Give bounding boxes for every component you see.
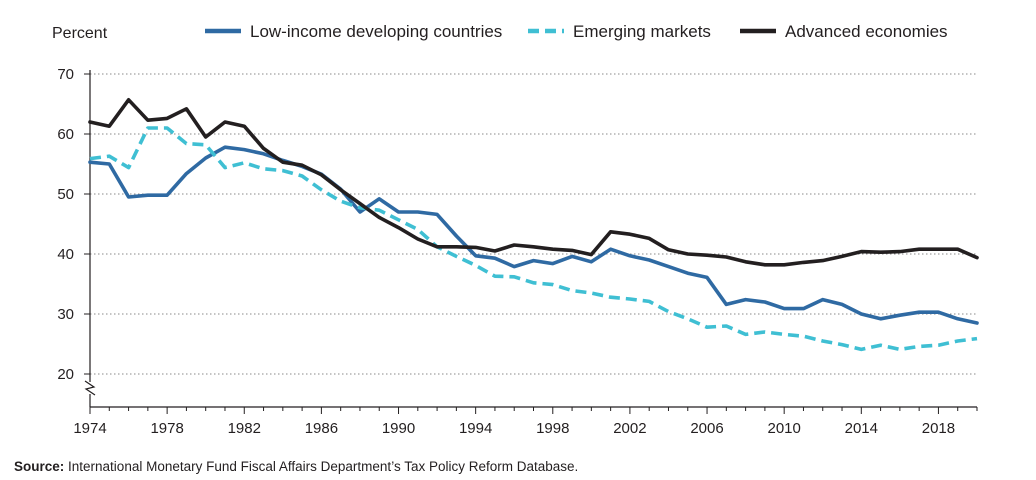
gridlines (90, 73, 977, 375)
y-tick-label-40: 40 (57, 246, 74, 263)
x-tick-label-1982: 1982 (228, 420, 261, 437)
x-tick-label-2018: 2018 (922, 420, 955, 437)
x-tick-label-1986: 1986 (305, 420, 338, 437)
legend-label-0: Low-income developing countries (250, 22, 502, 41)
x-tick-label-1990: 1990 (382, 420, 415, 437)
axes (84, 70, 977, 408)
legend-label-2: Advanced economies (785, 22, 948, 41)
x-tick-label-2002: 2002 (613, 420, 646, 437)
x-tick-label-1998: 1998 (536, 420, 569, 437)
x-tick-label-2006: 2006 (690, 420, 723, 437)
x-tick-label-2010: 2010 (767, 420, 800, 437)
series-line-0 (88, 145, 979, 325)
line-chart: 20 30 40 50 60 70 1974 1978 1982 1986 1990 1994 199… (52, 22, 979, 437)
x-tick-label-1974: 1974 (73, 420, 106, 437)
x-tick-label-1978: 1978 (150, 420, 183, 437)
x-tick-label-2014: 2014 (845, 420, 878, 437)
legend: Low-income developing countries Emerging … (205, 22, 948, 41)
legend-label-1: Emerging markets (573, 22, 711, 41)
y-tick-label-70: 70 (57, 66, 74, 83)
source-text: International Monetary Fund Fiscal Affai… (68, 459, 579, 474)
y-axis-ticks: 20 30 40 50 60 70 (57, 66, 90, 383)
y-axis-label: Percent (52, 25, 108, 42)
source-note: Source: International Monetary Fund Fisc… (14, 459, 578, 474)
series-line-2 (88, 98, 979, 267)
source-label: Source: (14, 459, 65, 474)
series-lines (88, 98, 979, 352)
y-tick-label-60: 60 (57, 126, 74, 143)
y-tick-label-30: 30 (57, 306, 74, 323)
axis-break-mark (84, 380, 96, 396)
x-tick-label-1994: 1994 (459, 420, 492, 437)
x-axis-ticks: 1974 1978 1982 1986 1990 1994 1998 2002 2006 2010… (73, 407, 978, 437)
y-tick-label-50: 50 (57, 186, 74, 203)
y-tick-label-20: 20 (57, 366, 74, 383)
series-line-1 (89, 126, 978, 352)
